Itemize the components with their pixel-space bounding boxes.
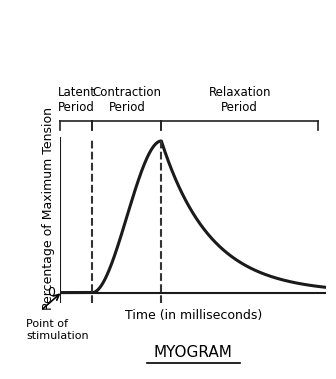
Text: Relaxation
Period: Relaxation Period	[208, 86, 271, 114]
Y-axis label: Percentage of Maximum Tension: Percentage of Maximum Tension	[42, 107, 55, 310]
Text: Point of
stimulation: Point of stimulation	[26, 319, 89, 341]
X-axis label: Time (in milliseconds): Time (in milliseconds)	[125, 309, 262, 322]
Text: Latent
Period: Latent Period	[57, 86, 95, 114]
Text: MYOGRAM: MYOGRAM	[154, 345, 233, 360]
Text: 0: 0	[47, 286, 55, 299]
Text: Contraction
Period: Contraction Period	[92, 86, 161, 114]
